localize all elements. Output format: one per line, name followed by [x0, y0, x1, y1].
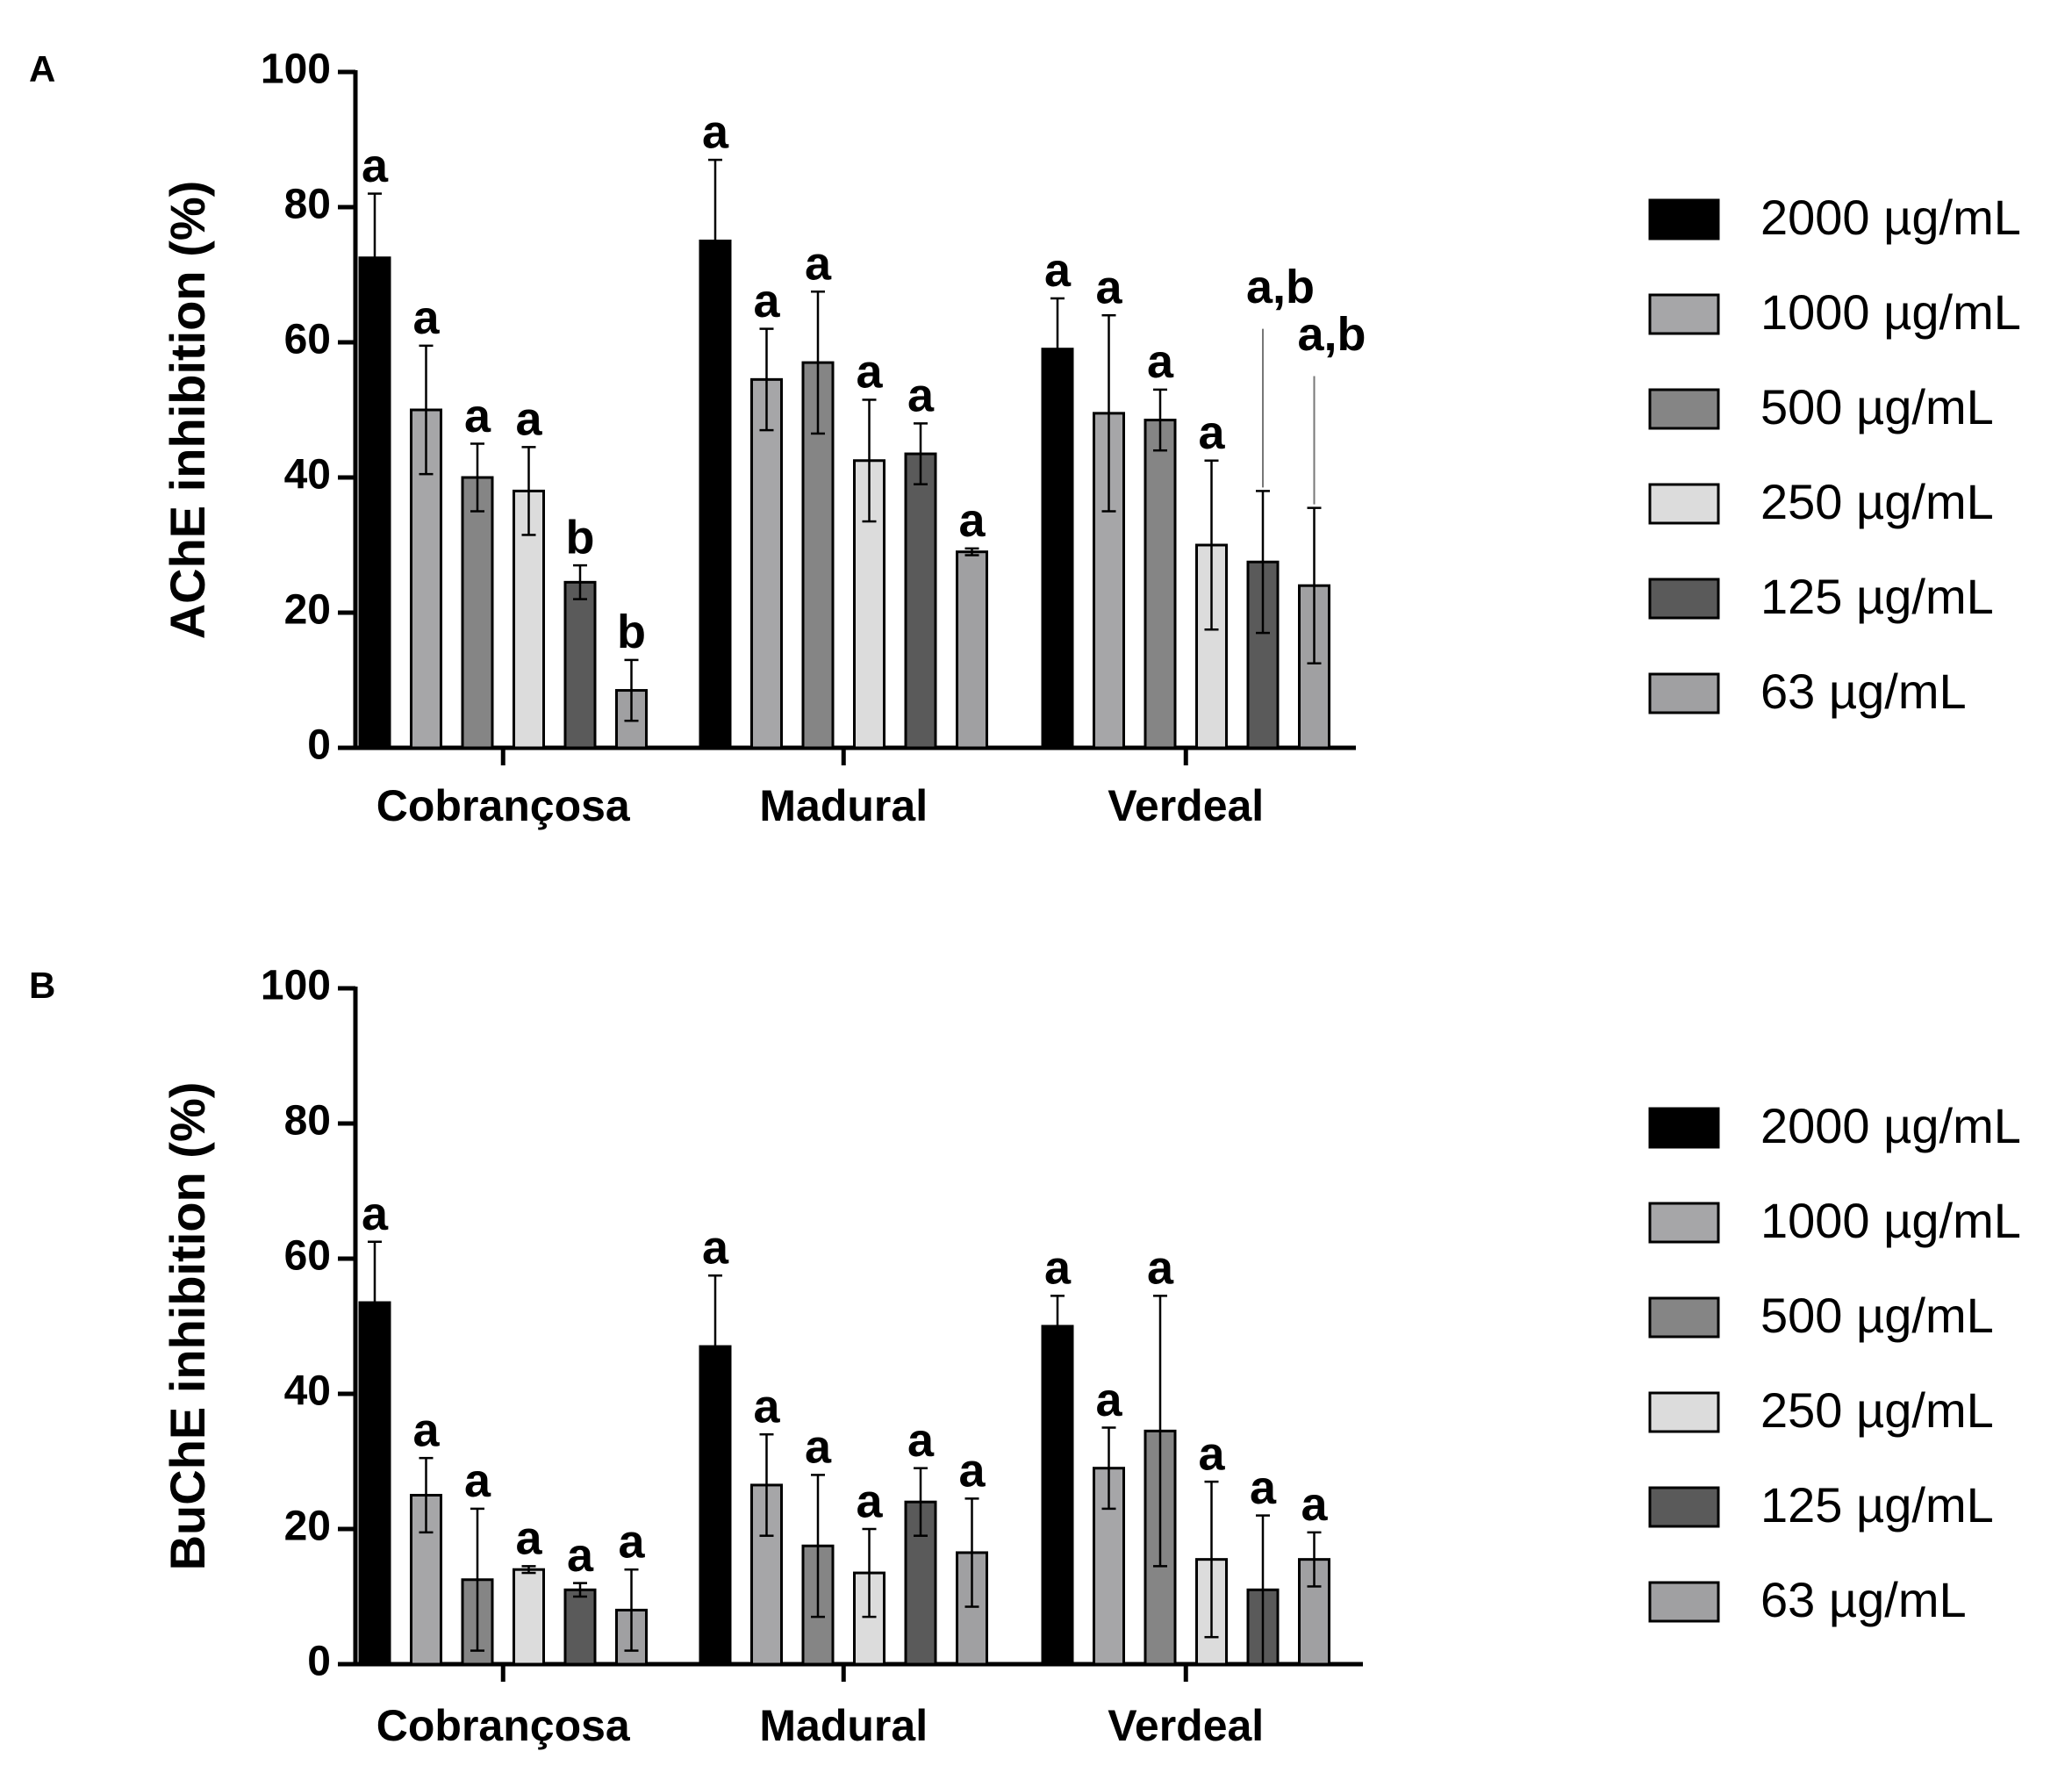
legend-label: 63 µg/mL — [1760, 1572, 1967, 1627]
y-tick-label: 100 — [261, 963, 331, 1009]
significance-label: b — [617, 606, 646, 658]
significance-label: a,b — [1297, 308, 1366, 361]
y-axis-title: BuChE inhibition (%) — [160, 1082, 215, 1571]
significance-label: a — [856, 1475, 883, 1527]
significance-label: a — [1198, 1427, 1225, 1480]
significance-label: a — [362, 140, 389, 192]
bar — [1041, 348, 1074, 750]
x-category-label: Cobrançosa — [376, 781, 631, 830]
significance-label: a — [805, 1421, 832, 1474]
legend-label: 250 µg/mL — [1760, 1382, 1994, 1438]
legend-swatch — [1648, 198, 1720, 240]
bar — [750, 377, 783, 750]
significance-label: a — [464, 1454, 491, 1507]
bar — [563, 1588, 597, 1666]
significance-label: a,b — [1246, 261, 1315, 313]
significance-label: a — [1095, 261, 1122, 313]
bar — [750, 1483, 783, 1666]
y-tick-label: 0 — [307, 722, 331, 769]
legend-swatch — [1648, 1486, 1720, 1528]
y-tick-label: 60 — [284, 1233, 331, 1280]
bar — [513, 1568, 545, 1666]
y-tick-label: 60 — [284, 317, 331, 363]
legend-label: 125 µg/mL — [1760, 569, 1994, 624]
significance-label: a — [362, 1188, 389, 1240]
y-tick-label: 20 — [284, 1504, 331, 1550]
significance-label: a — [958, 494, 986, 547]
y-axis-title: AChE inhibition (%) — [160, 181, 215, 640]
significance-label: a — [702, 1222, 729, 1274]
y-tick-label: 80 — [284, 1098, 331, 1145]
x-category-label: Verdeal — [1108, 781, 1264, 830]
significance-label: a — [1147, 1242, 1174, 1295]
significance-label: a — [1301, 1478, 1328, 1531]
significance-label: a — [958, 1445, 986, 1497]
significance-label: a — [1095, 1374, 1122, 1426]
significance-label: a — [412, 1403, 440, 1456]
significance-label: a — [753, 275, 780, 327]
bar — [956, 550, 988, 750]
legend-swatch — [1648, 388, 1720, 430]
legend-label: 250 µg/mL — [1760, 474, 1994, 529]
legend-swatch — [1648, 672, 1720, 714]
significance-label: a — [805, 238, 832, 291]
significance-label: a — [1147, 335, 1174, 388]
significance-label: a — [856, 346, 883, 398]
significance-label: a — [702, 105, 729, 158]
bar — [1093, 412, 1125, 750]
legend-swatch — [1648, 1202, 1720, 1244]
y-tick-label: 20 — [284, 587, 331, 634]
significance-label: a — [464, 390, 491, 442]
panel-label: B — [29, 965, 55, 1006]
significance-label: a — [515, 1512, 542, 1565]
y-tick-label: 40 — [284, 452, 331, 499]
bar — [699, 240, 732, 750]
significance-label: a — [753, 1380, 780, 1432]
legend-swatch — [1648, 1391, 1720, 1433]
panel-a: A AChE inhibition (%) 0 20 40 60 80 100 Cobranço… — [29, 47, 2021, 831]
significance-label: a — [567, 1529, 594, 1582]
significance-label: a — [1250, 1461, 1277, 1514]
significance-label: a — [907, 370, 935, 422]
significance-label: a — [907, 1414, 935, 1467]
legend-swatch — [1648, 1581, 1720, 1623]
panel-label: A — [29, 48, 55, 90]
y-tick-label: 0 — [307, 1639, 331, 1685]
panel-b: B BuChE inhibition (%) 0 20 40 60 80 100 Cobranç… — [29, 963, 2021, 1751]
legend-swatch — [1648, 1107, 1720, 1149]
legend-swatch — [1648, 1296, 1720, 1339]
x-category-label: Madural — [759, 781, 928, 830]
significance-label: a — [515, 393, 542, 446]
legend-label: 1000 µg/mL — [1760, 1193, 2021, 1248]
legend-swatch — [1648, 578, 1720, 620]
legend-label: 500 µg/mL — [1760, 1288, 1994, 1343]
bar — [1144, 419, 1177, 750]
significance-label: a — [1044, 244, 1072, 297]
x-category-label: Cobrançosa — [376, 1701, 631, 1750]
legend-label: 125 µg/mL — [1760, 1477, 1994, 1533]
legend-label: 2000 µg/mL — [1760, 190, 2021, 245]
significance-label: a — [1198, 406, 1225, 459]
bar — [461, 476, 494, 750]
x-category-label: Verdeal — [1108, 1701, 1264, 1750]
y-tick-label: 40 — [284, 1368, 331, 1415]
bar — [563, 580, 597, 750]
legend-label: 2000 µg/mL — [1760, 1098, 2021, 1153]
x-category-label: Madural — [759, 1701, 928, 1750]
legend-label: 1000 µg/mL — [1760, 284, 2021, 340]
legend-label: 63 µg/mL — [1760, 664, 1967, 719]
bar — [358, 256, 391, 750]
significance-label: a — [412, 291, 440, 344]
legend-swatch — [1648, 293, 1720, 335]
significance-label: b — [566, 511, 595, 563]
legend-label: 500 µg/mL — [1760, 379, 1994, 434]
y-tick-label: 100 — [261, 47, 331, 93]
bar — [1041, 1324, 1074, 1666]
significance-label: a — [618, 1515, 645, 1568]
bar — [904, 452, 937, 750]
y-tick-label: 80 — [284, 182, 331, 228]
significance-label: a — [1044, 1242, 1072, 1295]
legend-swatch — [1648, 483, 1720, 525]
